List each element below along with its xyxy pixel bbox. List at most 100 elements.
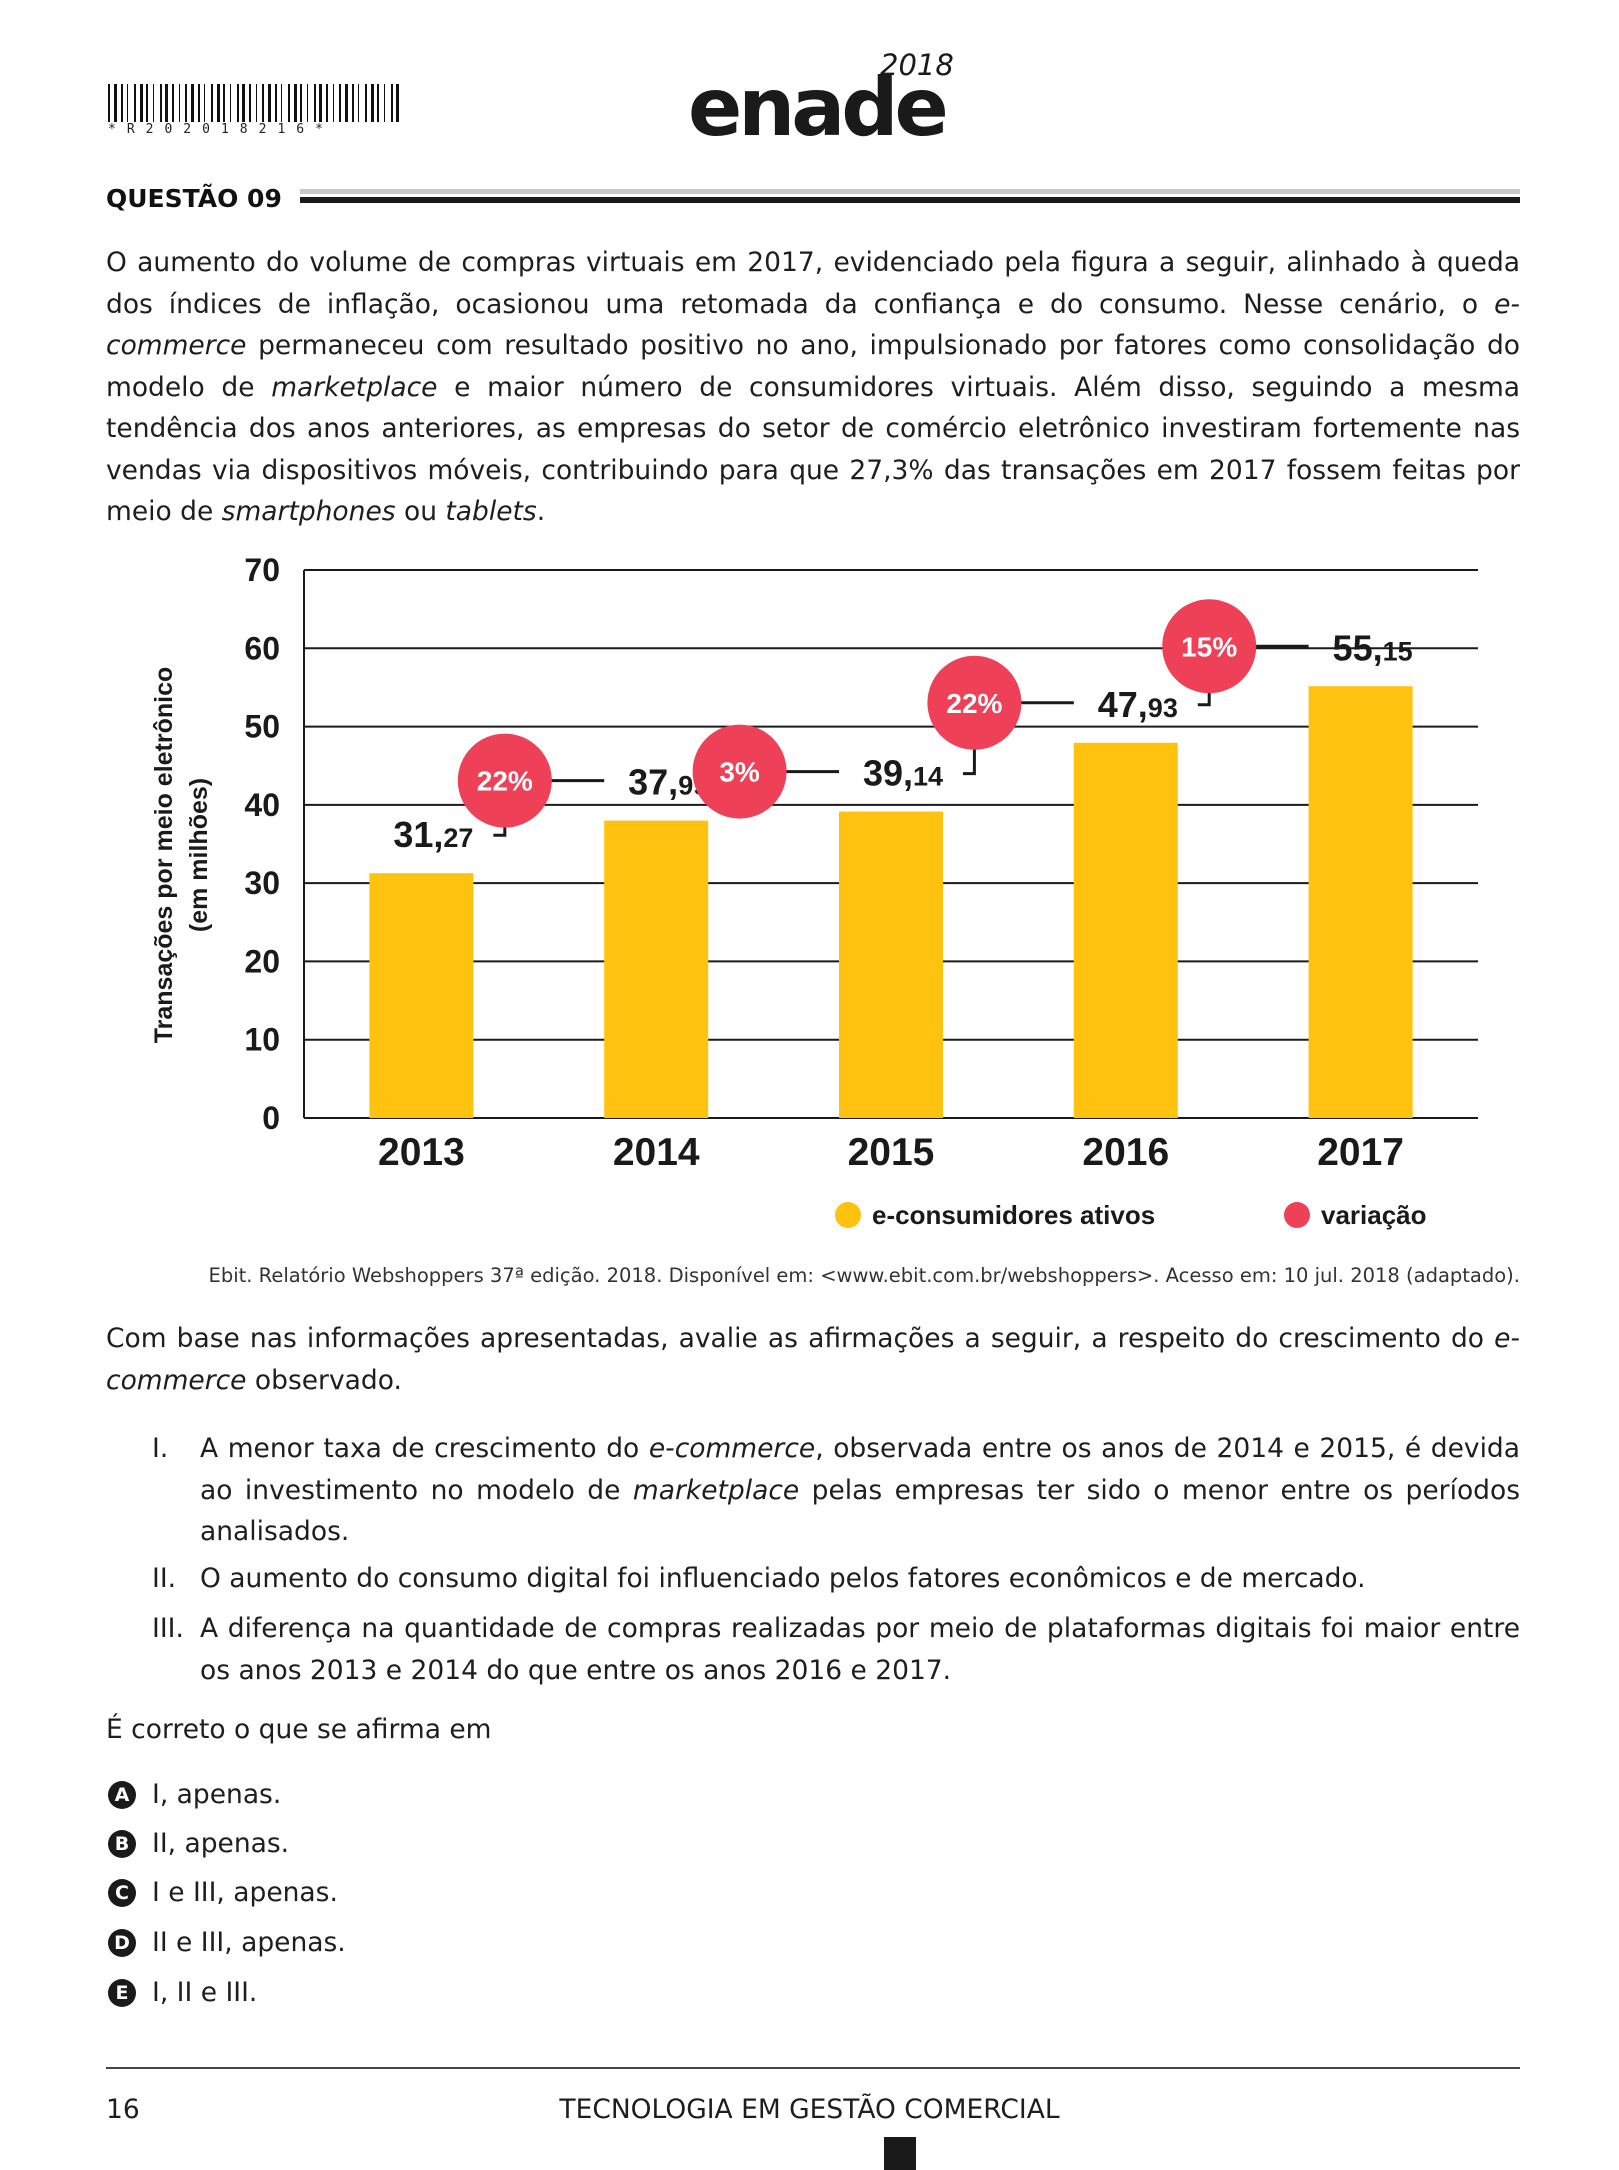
barcode-bar xyxy=(319,84,322,122)
barcode-bar xyxy=(185,84,187,122)
barcode-bar xyxy=(339,84,341,122)
bar-2013 xyxy=(369,873,474,1118)
option-d-badge: D xyxy=(108,1929,136,1957)
barcode-bar xyxy=(114,84,117,122)
question-title: QUESTÃO 09 xyxy=(106,184,282,213)
barcode-bar xyxy=(281,84,282,122)
variation-bubble xyxy=(692,724,787,819)
y-axis-label-line2: (em milhões) xyxy=(185,778,213,932)
barcode-bar xyxy=(230,84,231,122)
value-label-2015: 39,14 xyxy=(863,753,943,794)
barcode-bar xyxy=(371,84,374,122)
barcode-bar xyxy=(365,84,367,122)
barcode-bar xyxy=(127,84,128,122)
chart-source: Ebit. Relatório Webshoppers 37ª edição. … xyxy=(208,1264,1521,1287)
legend-swatch-consumers xyxy=(835,1202,861,1228)
variation-label: 22% xyxy=(946,688,1002,719)
barcode-bar xyxy=(300,84,302,122)
y-tick-label: 70 xyxy=(244,552,280,588)
barcode-bar xyxy=(153,84,154,122)
legend-label-consumers: e-consumidores ativos xyxy=(872,1200,1155,1230)
barcode-bar xyxy=(223,84,225,122)
variation-label: 3% xyxy=(719,757,760,788)
barcode-bar xyxy=(256,84,257,122)
ecommerce-chart: 0 10 20 30 40 50 60 70 2013 2014 2015 2016 2017 31,2… xyxy=(150,552,1478,1230)
barcode-bar xyxy=(146,84,148,122)
barcode-bar xyxy=(314,84,316,122)
variation-label: 15% xyxy=(1181,631,1237,662)
barcode-bar xyxy=(160,84,162,122)
barcode-bar xyxy=(396,84,399,122)
x-tick-label: 2015 xyxy=(848,1131,935,1174)
value-label-2017: 55,15 xyxy=(1333,627,1413,668)
legend-swatch-variation xyxy=(1284,1202,1310,1228)
barcode-bar xyxy=(352,84,354,122)
barcode-bar xyxy=(108,84,110,122)
barcode-bar xyxy=(242,84,245,122)
y-tick-label: 30 xyxy=(244,865,280,901)
barcode-bar xyxy=(191,84,194,122)
barcode-bar xyxy=(288,84,290,122)
barcode-bar xyxy=(121,84,123,122)
barcode-bar xyxy=(134,84,136,122)
legend-label-variation: variação xyxy=(1321,1200,1427,1230)
barcode xyxy=(108,84,399,122)
value-label-2013: 31,27 xyxy=(393,814,473,855)
option-b-badge: B xyxy=(108,1830,136,1858)
y-tick-label: 10 xyxy=(244,1022,280,1058)
y-axis-label-line1: Transações por meio eletrônico xyxy=(150,667,178,1044)
barcode-bar xyxy=(391,84,393,122)
barcode-bar xyxy=(268,84,271,122)
barcode-bar xyxy=(262,84,264,122)
barcode-bar xyxy=(249,84,251,122)
bar-2016 xyxy=(1073,742,1178,1118)
variation-bubble xyxy=(927,655,1022,750)
bar-2014 xyxy=(604,820,709,1118)
barcode-bar xyxy=(326,84,328,122)
enade-logo: enade xyxy=(688,61,949,154)
barcode-bar xyxy=(217,84,220,122)
variation-bubble xyxy=(457,733,552,828)
barcode-bar xyxy=(165,84,168,122)
barcode-bar xyxy=(275,84,277,122)
bar-2015 xyxy=(839,811,943,1118)
barcode-bar xyxy=(172,84,174,122)
barcode-bar xyxy=(358,84,359,122)
barcode-bar xyxy=(333,84,334,122)
x-tick-label: 2013 xyxy=(378,1131,465,1174)
title-rule xyxy=(300,189,1520,203)
option-e-badge: E xyxy=(108,1979,136,2007)
barcode-bar xyxy=(377,84,379,122)
barcode-bar xyxy=(211,84,213,122)
barcode-bar xyxy=(384,84,385,122)
barcode-bar xyxy=(204,84,205,122)
x-tick-label: 2014 xyxy=(613,1131,700,1174)
variation-label: 22% xyxy=(477,766,533,797)
logo-year: 2018 xyxy=(880,48,954,82)
y-tick-label: 40 xyxy=(244,787,280,823)
x-tick-label: 2016 xyxy=(1082,1131,1169,1174)
barcode-bar xyxy=(140,84,143,122)
course-name: TECNOLOGIA EM GESTÃO COMERCIAL xyxy=(559,2094,1060,2125)
barcode-text: *R202018216* xyxy=(108,122,334,137)
footer-marker xyxy=(884,2137,916,2170)
value-label-2016: 47,93 xyxy=(1098,684,1178,725)
question-prompt: Com base nas informações apresentadas, a… xyxy=(106,1323,1520,1396)
question-ask: É correto o que se afirma em xyxy=(106,1714,492,1745)
y-tick-label: 60 xyxy=(244,630,280,666)
barcode-bar xyxy=(345,84,348,122)
bar-2017 xyxy=(1308,686,1413,1118)
barcode-bar xyxy=(198,84,200,122)
y-tick-label: 0 xyxy=(262,1100,280,1136)
variation-bubble xyxy=(1162,599,1257,694)
option-c-badge: C xyxy=(108,1879,136,1907)
barcode-bar xyxy=(237,84,239,122)
barcode-bar xyxy=(179,84,180,122)
footer-rule xyxy=(106,2067,1520,2069)
x-tick-label: 2017 xyxy=(1317,1131,1404,1174)
question-intro: O aumento do volume de compras virtuais … xyxy=(106,247,1521,527)
y-tick-label: 20 xyxy=(244,943,280,979)
option-a-badge: A xyxy=(108,1781,136,1809)
y-tick-label: 50 xyxy=(244,709,280,745)
page-number: 16 xyxy=(106,2094,140,2125)
